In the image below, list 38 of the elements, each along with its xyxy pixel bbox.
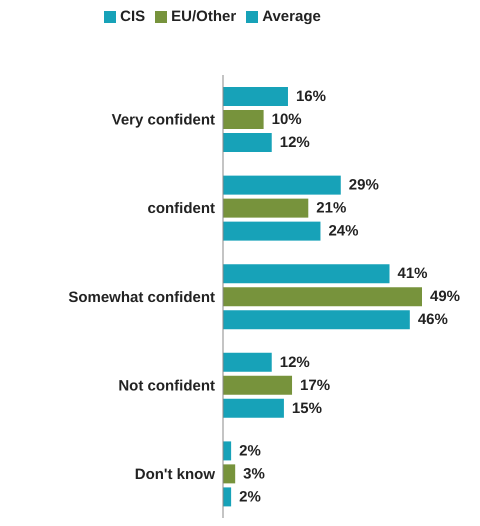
bar: [223, 287, 422, 306]
legend-label: EU/Other: [171, 8, 236, 25]
bar: [223, 176, 341, 195]
data-label: 41%: [398, 265, 428, 282]
y-tick-label: Very confident: [112, 112, 216, 129]
data-label: 24%: [328, 222, 358, 240]
bar: [223, 441, 232, 460]
data-label: 46%: [418, 311, 448, 328]
data-label: 21%: [316, 200, 346, 217]
data-label: 49%: [430, 288, 460, 306]
bar: [223, 133, 272, 152]
data-label: 16%: [296, 88, 326, 105]
bar: [223, 352, 272, 372]
legend-label: Average: [262, 8, 321, 25]
y-tick-label: confident: [148, 200, 215, 218]
bar: [223, 264, 390, 284]
data-label: 29%: [348, 176, 379, 194]
bar: [223, 464, 236, 484]
bar: [223, 487, 232, 506]
bar: [223, 398, 284, 418]
y-tick-label: Not confident: [118, 377, 215, 394]
bar: [223, 110, 264, 129]
y-tick-label: Don't know: [134, 466, 216, 484]
data-label: 2%: [239, 488, 261, 506]
data-label: 2%: [239, 442, 261, 460]
data-label: 17%: [300, 376, 330, 394]
data-label: 10%: [272, 111, 302, 128]
bar: [223, 310, 410, 330]
bar: [223, 198, 308, 218]
data-label: 12%: [280, 134, 310, 151]
legend-label: CIS: [120, 8, 146, 25]
bar: [223, 376, 292, 395]
bar: [223, 87, 288, 106]
data-label: 12%: [280, 354, 310, 371]
y-tick-label: Somewhat confident: [68, 288, 215, 306]
data-label: 3%: [243, 465, 265, 482]
bar: [223, 222, 320, 241]
data-label: 15%: [292, 400, 322, 417]
